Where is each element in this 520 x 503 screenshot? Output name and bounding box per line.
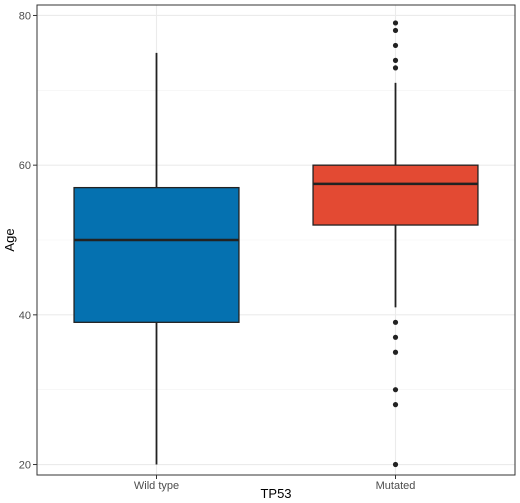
outlier-point <box>392 461 399 468</box>
outlier-point <box>392 42 399 49</box>
y-axis-title: Age <box>2 228 17 251</box>
x-tick-label: Mutated <box>376 480 416 492</box>
y-tick-label: 60 <box>19 160 31 172</box>
outlier-point <box>392 57 399 63</box>
outlier-point <box>392 349 399 355</box>
y-tick-label: 40 <box>19 310 31 322</box>
y-tick-label: 80 <box>19 10 31 22</box>
plot-border <box>36 4 516 476</box>
box-mutated <box>312 20 479 468</box>
x-axis-title: TP53 <box>260 486 291 501</box>
x-tick-label: Wild type <box>134 480 179 492</box>
x-axis-ticks: Wild type Mutated <box>134 475 416 492</box>
outlier-point <box>392 402 399 408</box>
outlier-point <box>392 334 399 340</box>
box-wild-type <box>73 52 240 465</box>
outlier-point <box>392 27 399 34</box>
y-axis-ticks: 20 40 60 80 <box>19 10 37 472</box>
box-iqr <box>312 164 479 226</box>
outlier-point <box>392 65 399 71</box>
boxes <box>73 20 479 468</box>
outlier-point <box>392 387 399 393</box>
y-tick-label: 20 <box>19 460 31 472</box>
box-iqr <box>73 186 240 323</box>
outlier-point <box>392 20 399 26</box>
outlier-point <box>392 319 399 325</box>
